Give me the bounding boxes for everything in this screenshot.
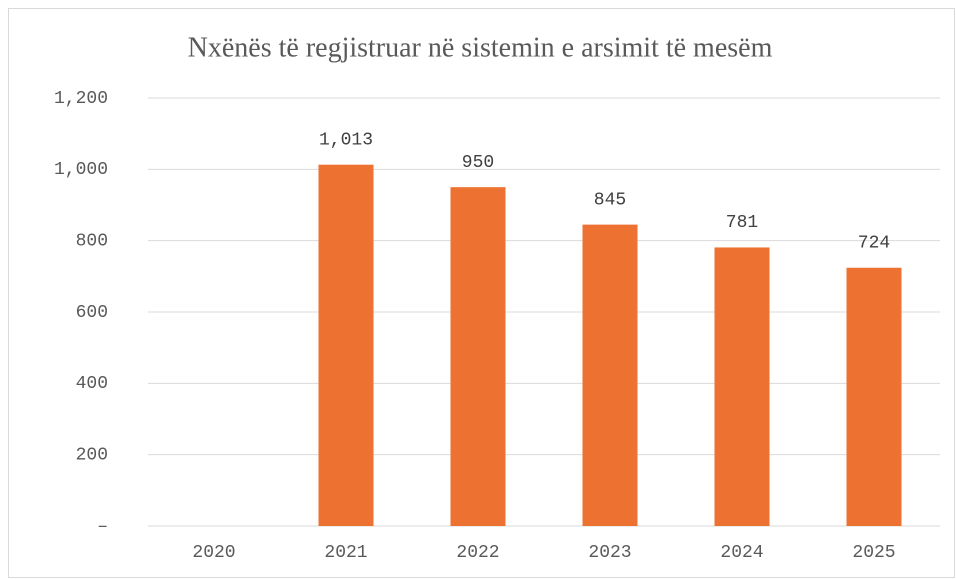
y-tick-label: 1,200 <box>54 89 108 109</box>
value-label: 845 <box>594 190 626 210</box>
value-label: 724 <box>858 234 890 254</box>
bar <box>846 267 902 526</box>
bar <box>714 247 770 526</box>
x-tick-label: 2023 <box>588 543 631 563</box>
bar <box>582 224 638 526</box>
value-label: 1,013 <box>319 130 373 150</box>
y-tick-label: 600 <box>76 303 108 323</box>
value-label: 781 <box>726 213 758 233</box>
bar <box>318 164 374 527</box>
x-tick-label: 2022 <box>456 543 499 563</box>
y-tick-label: 1,000 <box>54 160 108 180</box>
bar <box>450 187 506 526</box>
y-tick-label: 200 <box>76 445 108 465</box>
y-tick-label: 800 <box>76 231 108 251</box>
chart-title: Nxënës të regjistruar në sistemin e arsi… <box>188 32 773 63</box>
x-tick-label: 2020 <box>192 543 235 563</box>
value-label: 950 <box>462 153 494 173</box>
y-tick-label: – <box>97 517 108 537</box>
x-tick-label: 2025 <box>852 543 895 563</box>
x-tick-label: 2021 <box>324 543 367 563</box>
x-tick-label: 2024 <box>720 543 763 563</box>
y-tick-label: 400 <box>76 374 108 394</box>
